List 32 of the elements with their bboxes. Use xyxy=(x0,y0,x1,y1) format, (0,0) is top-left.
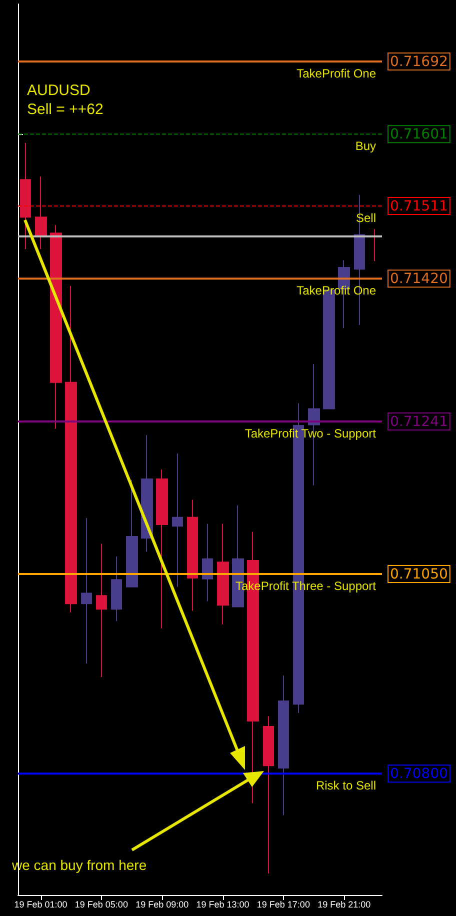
y-tick-label: 0.71692 xyxy=(390,54,448,70)
candlestick xyxy=(217,523,229,625)
candlestick xyxy=(96,543,107,678)
candlestick xyxy=(50,224,62,430)
candlestick xyxy=(126,479,138,588)
candlestick xyxy=(65,285,77,613)
text: AUDUSD xyxy=(27,82,91,99)
candlestick xyxy=(35,176,47,250)
x-tick-label: 19 Feb 13:00 xyxy=(196,900,250,910)
x-tick-label: 19 Feb 17:00 xyxy=(256,900,310,910)
candlestick xyxy=(111,556,122,622)
candlestick xyxy=(263,716,274,874)
y-tick-label: 0.70800 xyxy=(390,766,448,782)
x-tick-label: 19 Feb 05:00 xyxy=(74,900,128,910)
text: Sell = ++62 xyxy=(27,101,104,118)
y-tick-label: 0.71420 xyxy=(390,271,448,288)
y-tick-label: 0.71050 xyxy=(390,566,448,583)
y-tick-label: 0.71511 xyxy=(390,198,448,214)
ref-line-label: Risk to Sell xyxy=(316,778,376,793)
ref-line-label: TakeProfit One xyxy=(296,66,376,80)
candlestick xyxy=(81,518,92,664)
y-tick-label: 0.71241 xyxy=(390,414,448,430)
candlestick xyxy=(278,674,289,816)
x-tick-label: 19 Feb 01:00 xyxy=(14,900,68,910)
y-tick-label: 0.71601 xyxy=(390,126,448,143)
candlestick xyxy=(187,499,198,612)
x-tick-label: 19 Feb 21:00 xyxy=(318,900,371,910)
candlestick xyxy=(156,468,168,629)
x-tick-label: 19 Feb 09:00 xyxy=(136,900,189,910)
ref-line-label: Buy xyxy=(355,139,376,154)
candlestick xyxy=(202,523,213,602)
candlestick xyxy=(172,452,183,588)
